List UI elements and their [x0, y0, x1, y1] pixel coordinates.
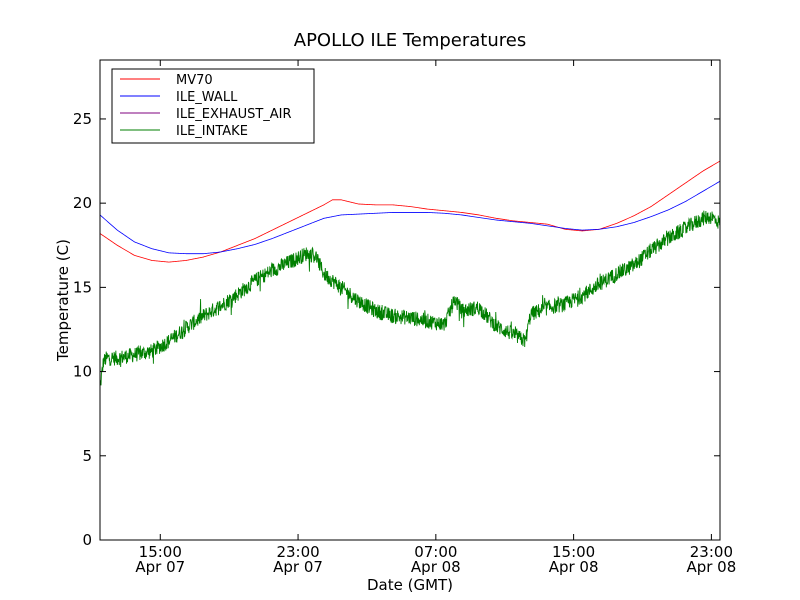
- series-line-ile-wall: [100, 180, 720, 255]
- y-tick-label: 5: [82, 447, 92, 465]
- x-tick-time-label: 07:00: [414, 543, 457, 561]
- y-axis-label: Temperature (C): [54, 239, 72, 362]
- x-tick-time-label: 23:00: [690, 543, 733, 561]
- x-tick-time-label: 15:00: [139, 543, 182, 561]
- y-tick-label: 20: [73, 194, 92, 212]
- x-tick-time-label: 23:00: [276, 543, 319, 561]
- y-tick-label: 25: [73, 110, 92, 128]
- chart-title: APOLLO ILE Temperatures: [294, 30, 526, 51]
- legend-label-ile-exhaust-air: ILE_EXHAUST_AIR: [176, 107, 292, 122]
- y-tick-label: 0: [82, 531, 92, 549]
- x-axis-label: Date (GMT): [367, 576, 453, 594]
- plot-frame: [99, 59, 721, 541]
- y-tick-label: 15: [73, 278, 92, 296]
- x-tick-date-label: Apr 07: [135, 558, 185, 576]
- y-tick-label: 10: [73, 363, 92, 381]
- legend-box: [111, 68, 315, 144]
- legend-label-ile-intake: ILE_INTAKE: [176, 124, 248, 139]
- x-tick-date-label: Apr 08: [411, 558, 461, 576]
- x-tick-date-label: Apr 07: [273, 558, 323, 576]
- x-tick-date-label: Apr 08: [549, 558, 599, 576]
- x-tick-date-label: Apr 08: [686, 558, 736, 576]
- x-tick-time-label: 15:00: [552, 543, 595, 561]
- legend-label-ile-wall: ILE_WALL: [176, 90, 238, 105]
- legend-label-mv70: MV70: [176, 73, 213, 88]
- series-line-mv70: [100, 160, 720, 263]
- series-line-ile-intake: [100, 210, 720, 387]
- series-layer: [100, 160, 720, 387]
- legend: MV70 ILE_WALL ILE_EXHAUST_AIR ILE_INTAKE: [111, 68, 315, 144]
